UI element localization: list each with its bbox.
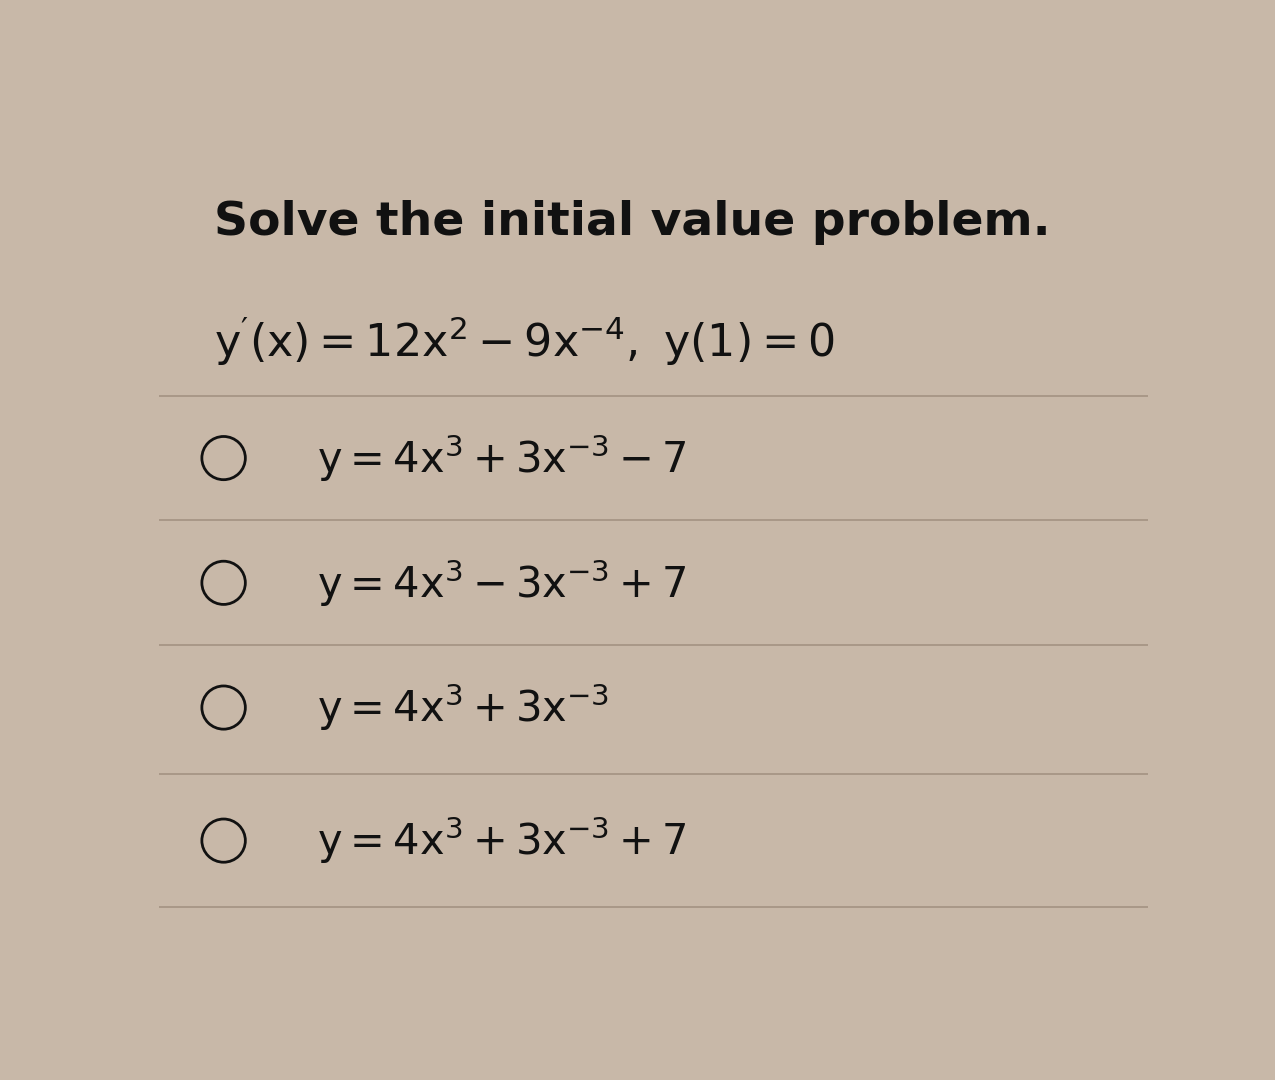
Text: $\mathregular{y = 4x^3 + 3x^{-3} - 7}$: $\mathregular{y = 4x^3 + 3x^{-3} - 7}$ [317,432,687,484]
Text: $\mathregular{y = 4x^3 - 3x^{-3} + 7}$: $\mathregular{y = 4x^3 - 3x^{-3} + 7}$ [317,557,687,608]
Text: $\mathregular{y'(x) = 12x^2 - 9x^{-4},\ y(1) = 0}$: $\mathregular{y'(x) = 12x^2 - 9x^{-4},\ … [214,315,834,368]
Text: $\mathregular{y = 4x^3 + 3x^{-3}}$: $\mathregular{y = 4x^3 + 3x^{-3}}$ [317,681,609,733]
Text: $\mathregular{y = 4x^3 + 3x^{-3} + 7}$: $\mathregular{y = 4x^3 + 3x^{-3} + 7}$ [317,815,687,866]
Text: Solve the initial value problem.: Solve the initial value problem. [214,200,1051,245]
